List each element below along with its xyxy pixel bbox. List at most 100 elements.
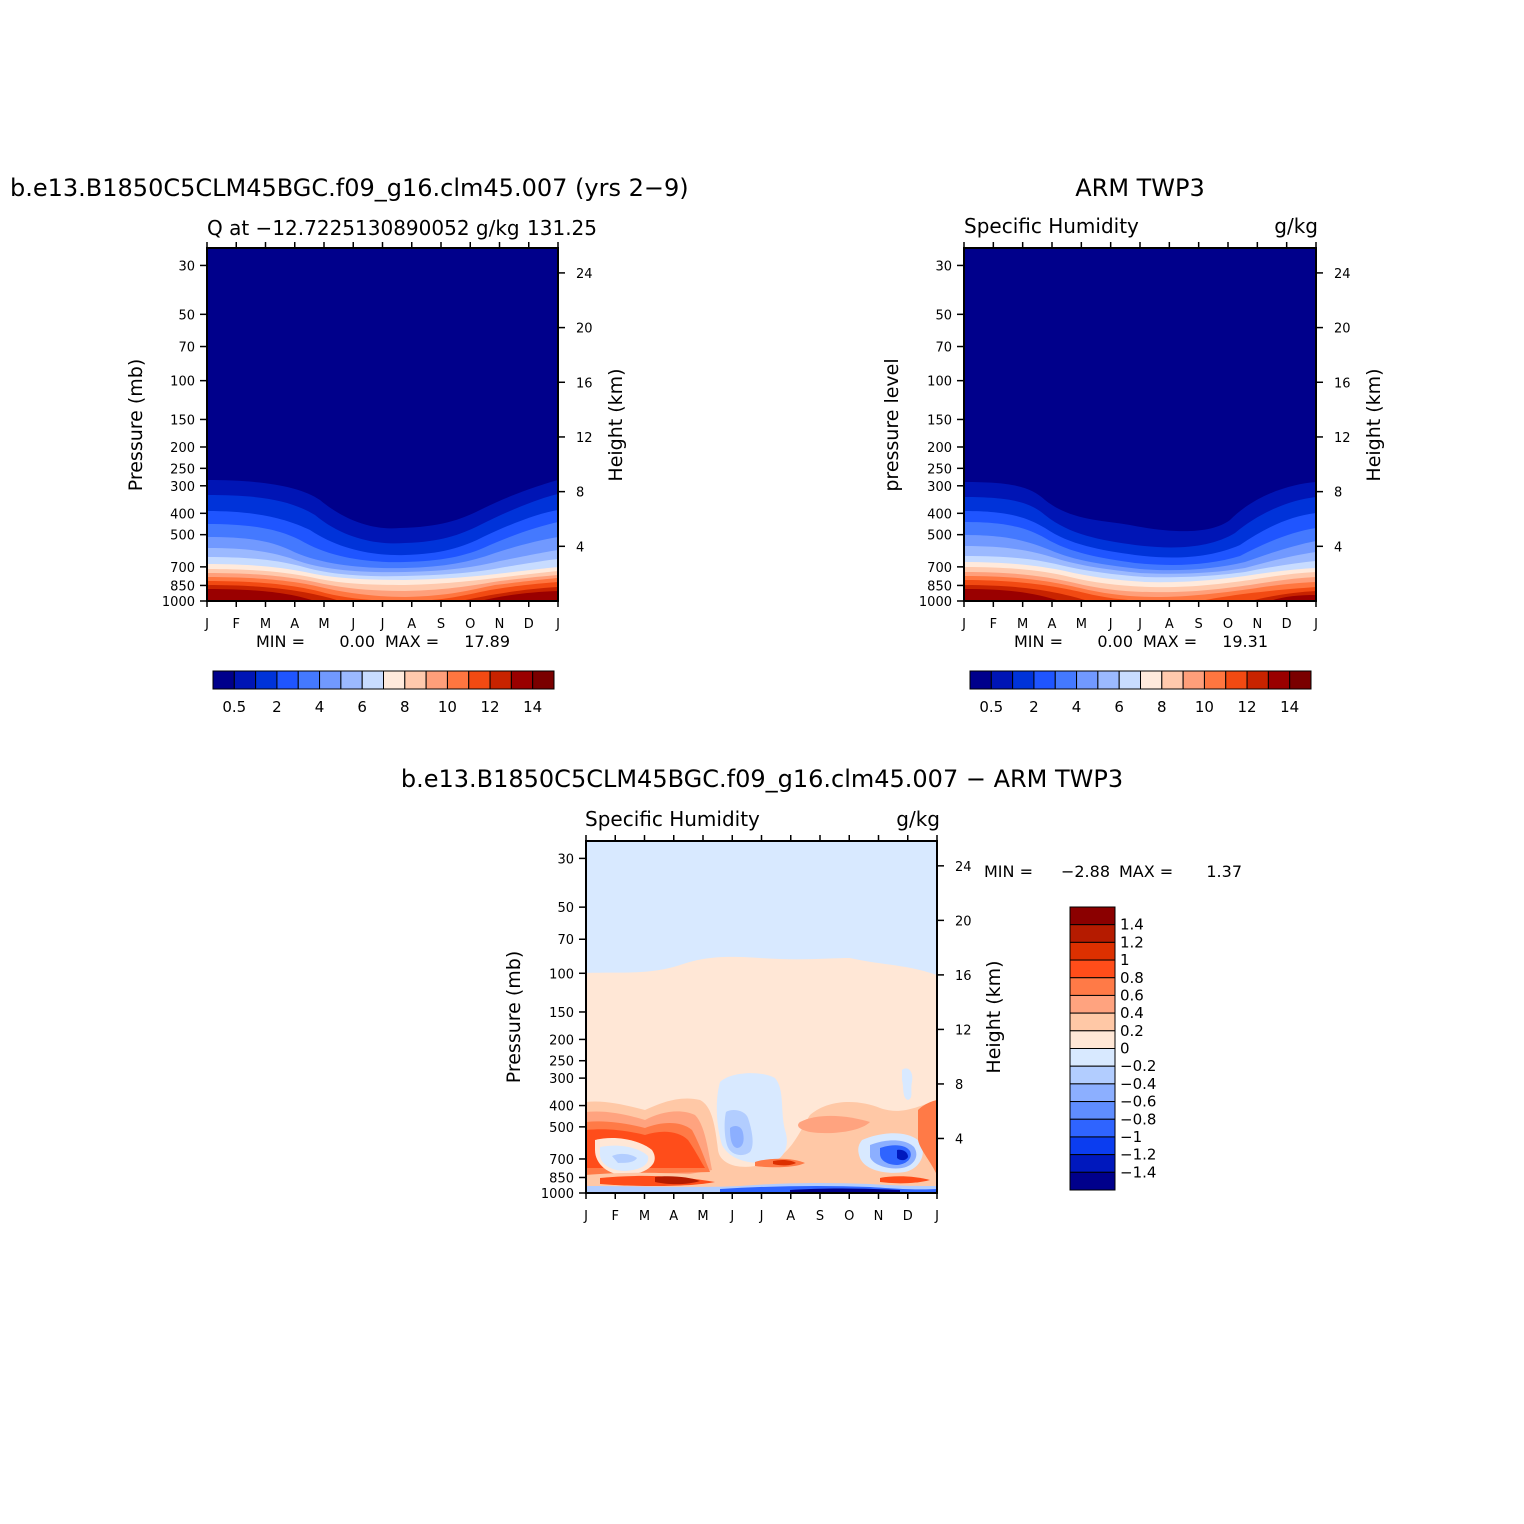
colorbar-swatch — [1054, 670, 1078, 690]
pressure-tick-label: 850 — [927, 579, 952, 594]
pressure-tick-label: 100 — [927, 375, 952, 390]
colorbar-label: −0.6 — [1120, 1093, 1156, 1111]
colorbar-swatch — [1069, 1171, 1116, 1191]
colorbar-swatch — [1267, 670, 1291, 690]
month-tick-label: M — [1017, 617, 1028, 632]
pressure-tick-label: 150 — [549, 1006, 574, 1021]
panel-diff-contours — [586, 841, 937, 1193]
panel-model-stats: MIN = 0.00 MAX = 17.89 — [256, 632, 510, 651]
pressure-tick-label: 50 — [935, 308, 952, 323]
height-tick-label: 24 — [1334, 267, 1351, 282]
panel-model-height-axis: 24 20 16 12 8 4 — [558, 267, 593, 555]
pressure-tick-label: 300 — [170, 480, 195, 495]
pressure-tick-label: 700 — [549, 1153, 574, 1168]
height-tick-label: 12 — [576, 431, 593, 446]
colorbar-swatch — [446, 670, 470, 690]
colorbar-swatch — [1076, 670, 1099, 690]
pressure-tick-label: 250 — [927, 462, 952, 477]
colorbar-swatch — [297, 670, 321, 690]
colorbar-swatch — [1069, 1154, 1116, 1173]
month-tick-label: M — [318, 617, 329, 632]
pressure-tick-label: 250 — [549, 1055, 574, 1070]
month-tick-label: O — [1223, 617, 1233, 632]
pressure-tick-label: 400 — [927, 507, 952, 522]
panel-diff: b.e13.B1850C5CLM45BGC.f09_g16.clm45.007 … — [401, 765, 1242, 1224]
colorbar-label: −1.4 — [1120, 1163, 1156, 1181]
height-tick-label: 20 — [576, 322, 593, 337]
colorbar-label: 0.6 — [1120, 986, 1144, 1004]
colorbar-swatch — [319, 670, 342, 690]
panel-model-contours — [207, 248, 558, 601]
pressure-tick-label: 1000 — [162, 595, 195, 610]
panel-obs-ylabel-right: Height (km) — [1363, 368, 1385, 481]
stat-max-value: 1.37 — [1206, 862, 1242, 881]
month-tick-label: M — [639, 1209, 650, 1224]
colorbar-label: 8 — [400, 698, 410, 716]
colorbar-swatch — [1069, 1065, 1116, 1085]
colorbar-swatch — [276, 670, 299, 690]
pressure-tick-label: 1000 — [919, 595, 952, 610]
colorbar-swatch — [1069, 1083, 1116, 1103]
colorbar-swatch — [1069, 1136, 1116, 1156]
height-tick-label: 8 — [576, 486, 584, 501]
month-tick-label: J — [350, 617, 355, 632]
pressure-tick-label: 200 — [549, 1033, 574, 1048]
colorbar-swatch — [1203, 670, 1227, 690]
pressure-tick-label: 70 — [935, 341, 952, 356]
colorbar-label: 12 — [481, 698, 500, 716]
height-tick-label: 20 — [955, 914, 972, 929]
panel-diff-left-string: Specific Humidity — [585, 807, 760, 831]
month-tick-label: M — [697, 1209, 708, 1224]
colorbar-swatch — [990, 670, 1014, 690]
panel-diff-ylabel-right: Height (km) — [983, 960, 1005, 1073]
colorbar-swatch — [1246, 670, 1269, 690]
pressure-tick-label: 850 — [170, 579, 195, 594]
colorbar-label: 8 — [1157, 698, 1167, 716]
pressure-tick-label: 150 — [170, 413, 195, 428]
colorbar-swatch — [1097, 670, 1120, 690]
pressure-tick-label: 300 — [927, 480, 952, 495]
pressure-tick-label: 700 — [170, 561, 195, 576]
pressure-tick-label: 30 — [557, 852, 574, 867]
colorbar-label: −0.2 — [1120, 1057, 1156, 1075]
contour-band — [880, 1176, 930, 1184]
height-tick-label: 24 — [576, 267, 593, 282]
pressure-tick-label: 300 — [549, 1072, 574, 1087]
pressure-tick-label: 500 — [170, 529, 195, 544]
colorbar-swatch — [1289, 670, 1312, 690]
colorbar-swatch — [969, 670, 992, 690]
height-tick-label: 12 — [1334, 431, 1351, 446]
pressure-tick-label: 30 — [935, 259, 952, 274]
month-tick-label: J — [583, 1209, 588, 1224]
colorbar-swatch — [361, 670, 384, 690]
month-tick-label: O — [844, 1209, 854, 1224]
month-tick-label: J — [380, 617, 385, 632]
month-tick-label: J — [555, 617, 560, 632]
height-tick-label: 4 — [576, 540, 584, 555]
pressure-tick-label: 1000 — [541, 1187, 574, 1202]
month-tick-label: N — [495, 617, 505, 632]
panel-obs-ylabel: pressure level — [881, 358, 903, 491]
panel-model-ylabel: Pressure (mb) — [125, 359, 147, 492]
colorbar-label: 0.8 — [1120, 969, 1144, 987]
month-tick-label: J — [729, 1209, 734, 1224]
month-tick-label: M — [260, 617, 271, 632]
panel-obs-right-string: g/kg — [1274, 214, 1318, 238]
colorbar-swatch — [468, 670, 491, 690]
colorbar-swatch — [1069, 941, 1116, 961]
contour-band — [612, 1153, 637, 1163]
colorbar-swatch — [1161, 670, 1184, 690]
contour-band — [790, 1188, 900, 1193]
colorbar-label: 0 — [1120, 1040, 1130, 1058]
colorbar-label: 0.5 — [979, 698, 1003, 716]
colorbar-label: 2 — [1029, 698, 1039, 716]
contour-band — [655, 1176, 700, 1185]
month-tick-label: J — [1137, 617, 1142, 632]
colorbar-label: 14 — [1280, 698, 1299, 716]
stat-min-value: 0.00 — [339, 632, 375, 651]
colorbar-swatch — [1069, 1048, 1116, 1067]
